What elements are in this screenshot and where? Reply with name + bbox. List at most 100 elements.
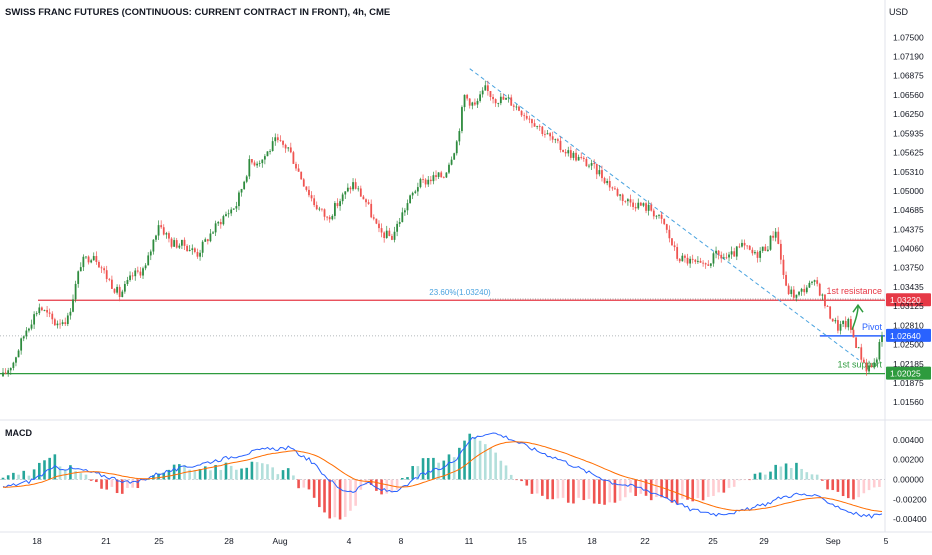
macd-line [2, 432, 883, 519]
candle-body [238, 192, 240, 207]
candle-body [538, 126, 541, 127]
macd-tick-label: -0.00200 [893, 494, 927, 504]
macd-histogram-bar [644, 479, 648, 496]
macd-histogram-bar [426, 458, 430, 480]
candle-body [240, 189, 243, 193]
macd-histogram-bar [162, 472, 166, 480]
macd-histogram-bar [572, 479, 575, 504]
candle-body [313, 198, 316, 206]
candle-body [118, 286, 121, 298]
candle-body [59, 323, 61, 325]
candle-body [28, 328, 30, 331]
candle-body [157, 225, 160, 236]
macd-histogram-bar [561, 479, 565, 498]
candle-body [372, 217, 375, 219]
macd-histogram-bar [131, 479, 134, 488]
candle-body [528, 118, 531, 120]
candle-body [525, 116, 528, 119]
candle-body [193, 248, 196, 252]
macd-histogram-bar [468, 433, 472, 480]
candle-body [686, 257, 689, 264]
macd-histogram-bar [281, 470, 285, 480]
candle-body [227, 213, 230, 215]
macd-histogram-bar [691, 479, 695, 502]
candle-body [862, 359, 865, 363]
macd-histogram-bar [660, 479, 663, 498]
candle-body [442, 177, 445, 179]
candle-body [105, 270, 108, 279]
macd-histogram-bar [401, 478, 404, 480]
macd-histogram-bar [105, 479, 109, 490]
macd-histogram-bar [805, 472, 809, 480]
candle-body [297, 168, 300, 172]
macd-histogram-bar [100, 479, 103, 489]
candle-body [792, 289, 795, 298]
candle-body [741, 242, 743, 247]
candle-body [61, 322, 64, 325]
macd-histogram-bar [530, 479, 534, 494]
price-tick-label: 1.02500 [893, 339, 924, 349]
candle-body [440, 172, 443, 178]
time-tick-label: 4 [347, 536, 352, 546]
macd-histogram-bar [343, 479, 347, 517]
candle-body [702, 262, 704, 264]
candle-body [201, 241, 204, 253]
price-tick-label: 1.05935 [893, 128, 924, 138]
candle-body [733, 251, 736, 257]
candle-body [647, 204, 650, 211]
candle-body [632, 202, 634, 207]
candle-body [652, 210, 655, 217]
candle-body [411, 192, 414, 196]
candle-body [367, 202, 370, 204]
macd-histogram-bar [743, 479, 746, 481]
candle-body [230, 209, 233, 214]
macd-histogram-bar [582, 479, 586, 501]
candle-body [870, 365, 873, 368]
candle-body [87, 256, 90, 263]
macd-histogram-bar [598, 479, 601, 504]
price-tick-label: 1.06250 [893, 109, 924, 119]
candle-body [494, 99, 497, 104]
candle-body [512, 105, 515, 107]
candle-body [616, 189, 619, 196]
candle-body [492, 96, 494, 100]
candle-body [380, 228, 383, 233]
trendline [469, 68, 859, 361]
candle-body [173, 240, 176, 247]
support-text: 1st support [837, 360, 882, 370]
time-tick-label: 25 [708, 536, 718, 546]
candle-body [116, 286, 118, 293]
candle-body [269, 151, 271, 152]
candle-body [422, 179, 424, 180]
candle-body [188, 249, 191, 252]
candle-body [582, 157, 585, 159]
macd-histogram-bar [22, 470, 26, 480]
candle-body [878, 341, 881, 360]
macd-histogram-bar [69, 465, 72, 480]
macd-tick-label: 0.00400 [893, 435, 924, 445]
candle-body [274, 137, 277, 142]
candle-body [523, 115, 526, 117]
candle-body [352, 182, 354, 190]
candle-body [697, 260, 699, 262]
macd-histogram-bar [286, 468, 290, 480]
candle-body [155, 235, 157, 240]
candle-body [559, 140, 562, 150]
candle-body [554, 139, 557, 141]
candle-body [712, 253, 715, 264]
candle-body [842, 320, 845, 325]
macd-histogram-bar [499, 460, 503, 480]
macd-histogram-bar [878, 479, 881, 487]
candle-body [100, 267, 103, 269]
candle-body [831, 318, 834, 322]
candle-body [660, 214, 663, 219]
macd-histogram-bar [157, 473, 160, 480]
candle-body [359, 188, 362, 197]
macd-title: MACD [5, 428, 32, 438]
candle-body [668, 229, 671, 239]
macd-histogram-bar [395, 479, 399, 490]
candle-body [774, 231, 777, 238]
candle-body [113, 288, 116, 293]
candle-body [474, 102, 476, 105]
